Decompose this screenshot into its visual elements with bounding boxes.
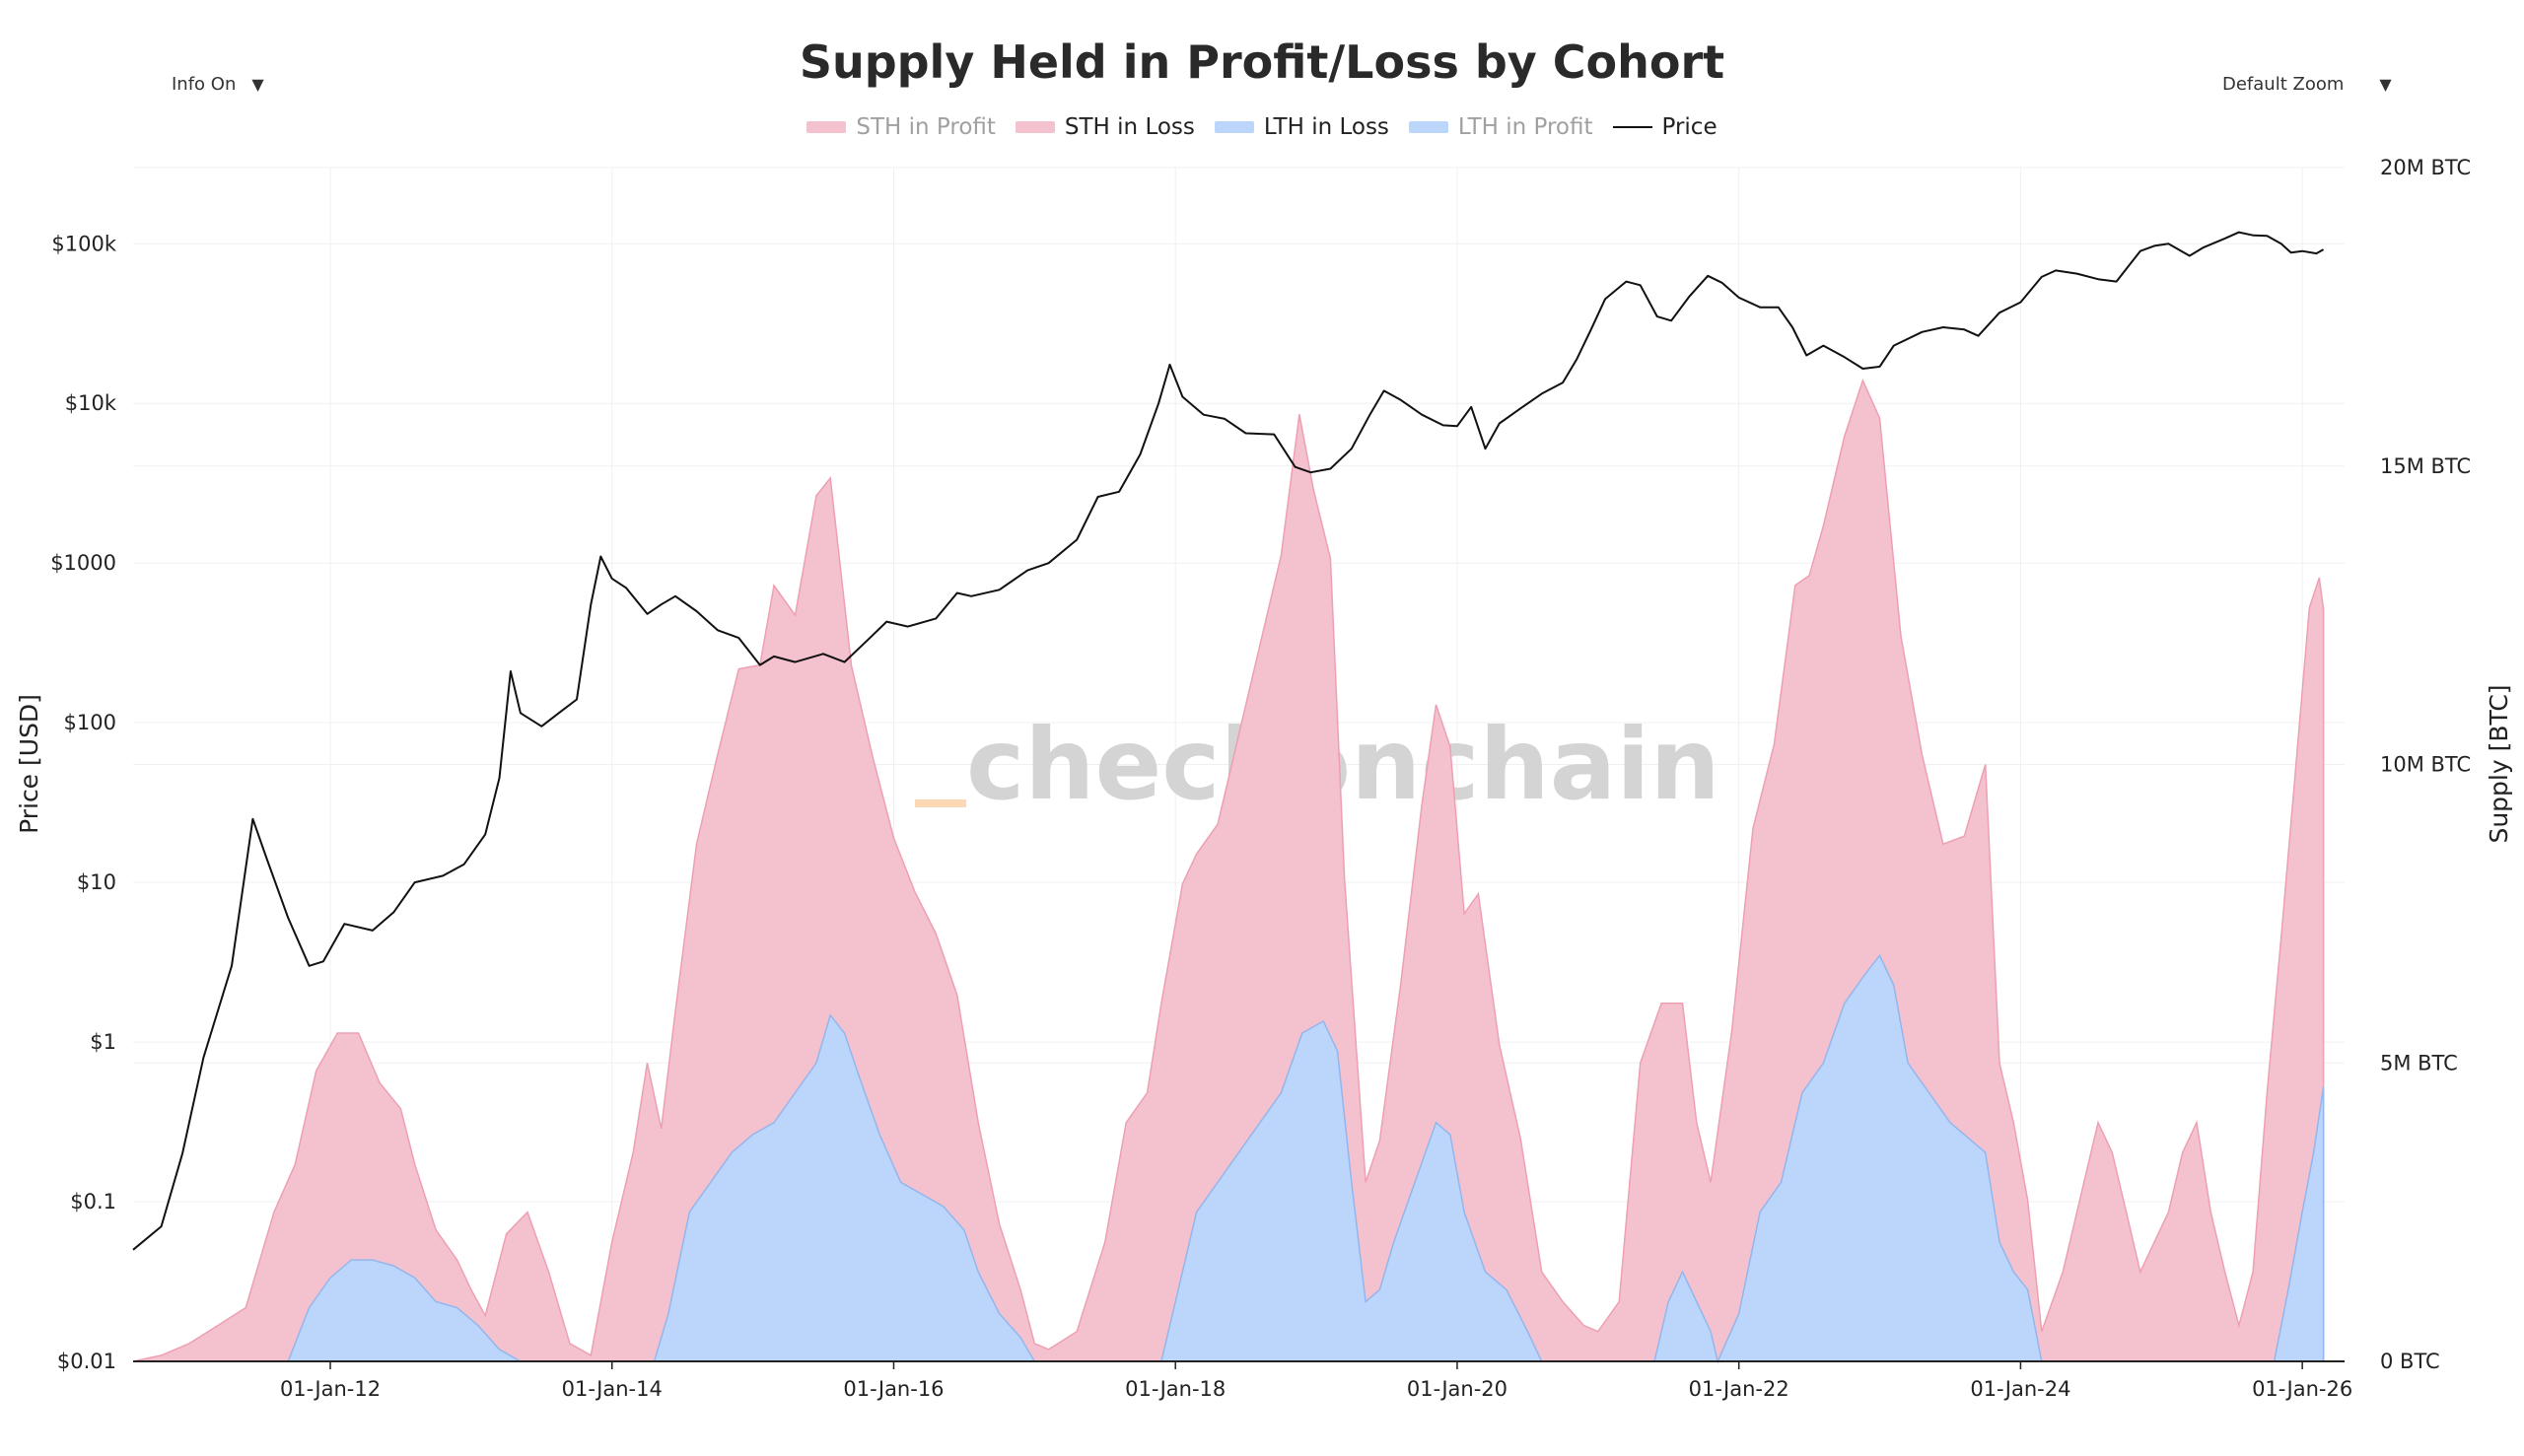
legend-item-sth-in-profit[interactable]: STH in Profit	[806, 114, 996, 140]
legend-label: STH in Loss	[1064, 114, 1195, 140]
right-axis-ticks: 0 BTC 5M BTC 10M BTC 15M BTC 20M BTC	[2380, 156, 2471, 1373]
chart-title: Supply Held in Profit/Loss by Cohort	[799, 35, 1725, 89]
left-tick-label: $10	[77, 870, 116, 894]
right-tick-label: 0 BTC	[2380, 1350, 2440, 1373]
left-tick-label: $100	[64, 711, 116, 734]
x-tick-label: 01-Jan-18	[1125, 1377, 1226, 1401]
legend-item-price[interactable]: Price	[1612, 114, 1718, 140]
right-axis-title: Supply [BTC]	[2485, 684, 2513, 843]
left-tick-label: $0.01	[57, 1350, 116, 1373]
left-tick-label: $1000	[50, 551, 116, 575]
info-toggle-button[interactable]: Info On ▼	[172, 59, 264, 108]
left-tick-label: $0.1	[70, 1190, 116, 1213]
x-tick-label: 01-Jan-22	[1689, 1377, 1789, 1401]
info-toggle-label: Info On	[172, 73, 237, 95]
legend-swatch	[1214, 121, 1254, 133]
left-tick-label: $1	[90, 1030, 116, 1054]
left-axis-ticks: $0.01 $0.1 $1 $10 $100 $1000 $10k $100k	[50, 232, 117, 1373]
legend-label: Price	[1661, 114, 1718, 140]
zoom-caret-icon: ▼	[2379, 74, 2392, 94]
legend-swatch	[806, 121, 847, 133]
legend-item-sth-in-loss[interactable]: STH in Loss	[1015, 114, 1195, 140]
x-tick-label: 01-Jan-24	[1970, 1377, 2070, 1401]
legend-swatch	[1612, 126, 1652, 128]
legend-item-lth-in-profit[interactable]: LTH in Profit	[1408, 114, 1593, 140]
watermark-logo-bar	[915, 799, 966, 807]
right-tick-label: 15M BTC	[2380, 454, 2471, 478]
x-tick-label: 01-Jan-14	[562, 1377, 663, 1401]
right-tick-label: 10M BTC	[2380, 753, 2471, 777]
x-tick-label: 01-Jan-20	[1407, 1377, 1507, 1401]
info-caret-icon: ▼	[251, 74, 264, 94]
right-tick-label: 20M BTC	[2380, 156, 2471, 179]
zoom-select-label: Default Zoom	[2222, 73, 2345, 95]
legend-item-lth-in-loss[interactable]: LTH in Loss	[1214, 114, 1389, 140]
x-axis-ticks: 01-Jan-12 01-Jan-14 01-Jan-16 01-Jan-18 01-J…	[280, 1361, 2352, 1401]
price-layer	[132, 231, 2325, 1251]
left-tick-label: $10k	[65, 391, 117, 415]
legend-label: LTH in Profit	[1457, 114, 1593, 140]
legend-label: STH in Profit	[856, 114, 996, 140]
legend-swatch	[1015, 121, 1055, 133]
right-tick-label: 5M BTC	[2380, 1051, 2458, 1075]
legend-swatch	[1408, 121, 1448, 133]
watermark-text: checkonchain	[966, 707, 1720, 822]
left-tick-label: $100k	[51, 232, 116, 255]
zoom-select[interactable]: Default Zoom ▼	[2222, 59, 2392, 108]
supply-areas	[132, 378, 2325, 1364]
series-price	[132, 231, 2325, 1251]
x-tick-label: 01-Jan-26	[2252, 1377, 2352, 1401]
x-tick-label: 01-Jan-12	[280, 1377, 381, 1401]
series-lth-in-loss	[133, 953, 2325, 1364]
left-axis-title: Price [USD]	[15, 694, 43, 834]
x-tick-label: 01-Jan-16	[843, 1377, 944, 1401]
legend: STH in Profit STH in Loss LTH in Loss LTH i…	[0, 114, 2524, 140]
series-sth-in-loss	[132, 378, 2325, 1362]
legend-label: LTH in Loss	[1263, 114, 1389, 140]
